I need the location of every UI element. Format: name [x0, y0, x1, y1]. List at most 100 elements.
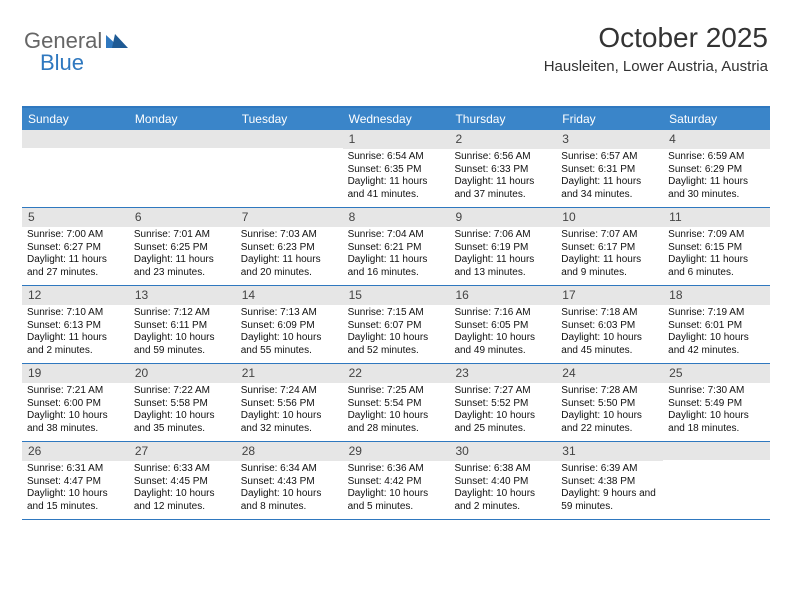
day-body — [663, 460, 770, 516]
daylight-text: Daylight: 10 hours and 25 minutes. — [454, 410, 551, 435]
day-body: Sunrise: 7:10 AMSunset: 6:13 PMDaylight:… — [22, 305, 129, 363]
day-number: 1 — [343, 130, 450, 149]
day-body: Sunrise: 6:34 AMSunset: 4:43 PMDaylight:… — [236, 461, 343, 519]
sunrise-text: Sunrise: 6:33 AM — [134, 463, 231, 476]
dayname-mon: Monday — [129, 108, 236, 130]
day-cell: 31Sunrise: 6:39 AMSunset: 4:38 PMDayligh… — [556, 442, 663, 519]
sunset-text: Sunset: 6:33 PM — [454, 164, 551, 177]
sunrise-text: Sunrise: 7:10 AM — [27, 307, 124, 320]
day-cell: 30 Sunrise: 6:38 AMSunset: 4:40 PMDayligh… — [449, 442, 556, 519]
day-cell: 6Sunrise: 7:01 AMSunset: 6:25 PMDaylight… — [129, 208, 236, 285]
day-number: 18 — [663, 286, 770, 305]
day-cell: 28Sunrise: 6:34 AMSunset: 4:43 PMDayligh… — [236, 442, 343, 519]
day-number — [663, 442, 770, 460]
day-number: 10 — [556, 208, 663, 227]
location: Hausleiten, Lower Austria, Austria — [544, 58, 768, 75]
sunrise-text: Sunrise: 7:16 AM — [454, 307, 551, 320]
dayname-tue: Tuesday — [236, 108, 343, 130]
sunrise-text: Sunrise: 7:07 AM — [561, 229, 658, 242]
day-body: Sunrise: 7:28 AMSunset: 5:50 PMDaylight:… — [556, 383, 663, 441]
day-number: 27 — [129, 442, 236, 461]
day-number: 22 — [343, 364, 450, 383]
day-cell: 2Sunrise: 6:56 AMSunset: 6:33 PMDaylight… — [449, 130, 556, 207]
sunset-text: Sunset: 6:25 PM — [134, 242, 231, 255]
day-body: Sunrise: 7:18 AMSunset: 6:03 PMDaylight:… — [556, 305, 663, 363]
day-number: 4 — [663, 130, 770, 149]
day-cell: 16Sunrise: 7:16 AMSunset: 6:05 PMDayligh… — [449, 286, 556, 363]
daylight-text: Daylight: 11 hours and 16 minutes. — [348, 254, 445, 279]
day-cell: 20Sunrise: 7:22 AMSunset: 5:58 PMDayligh… — [129, 364, 236, 441]
day-cell — [236, 130, 343, 207]
day-body: Sunrise: 6:54 AMSunset: 6:35 PMDaylight:… — [343, 149, 450, 207]
daylight-text: Daylight: 10 hours and 59 minutes. — [134, 332, 231, 357]
dayname-thu: Thursday — [449, 108, 556, 130]
day-cell: 1Sunrise: 6:54 AMSunset: 6:35 PMDaylight… — [343, 130, 450, 207]
day-number: 15 — [343, 286, 450, 305]
sunrise-text: Sunrise: 6:38 AM — [454, 463, 551, 476]
day-cell: 8Sunrise: 7:04 AMSunset: 6:21 PMDaylight… — [343, 208, 450, 285]
sunrise-text: Sunrise: 7:12 AM — [134, 307, 231, 320]
dayname-row: Sunday Monday Tuesday Wednesday Thursday… — [22, 108, 770, 130]
sunset-text: Sunset: 6:19 PM — [454, 242, 551, 255]
sunset-text: Sunset: 4:43 PM — [241, 476, 338, 489]
day-cell: 5Sunrise: 7:00 AMSunset: 6:27 PMDaylight… — [22, 208, 129, 285]
dayname-wed: Wednesday — [343, 108, 450, 130]
day-cell: 18Sunrise: 7:19 AMSunset: 6:01 PMDayligh… — [663, 286, 770, 363]
day-cell: 29Sunrise: 6:36 AMSunset: 4:42 PMDayligh… — [343, 442, 450, 519]
day-body: Sunrise: 6:39 AMSunset: 4:38 PMDaylight:… — [556, 461, 663, 519]
sunset-text: Sunset: 4:47 PM — [27, 476, 124, 489]
dayname-sun: Sunday — [22, 108, 129, 130]
day-cell: 9Sunrise: 7:06 AMSunset: 6:19 PMDaylight… — [449, 208, 556, 285]
day-number: 19 — [22, 364, 129, 383]
day-number: 9 — [449, 208, 556, 227]
day-cell: 25Sunrise: 7:30 AMSunset: 5:49 PMDayligh… — [663, 364, 770, 441]
day-cell: 11Sunrise: 7:09 AMSunset: 6:15 PMDayligh… — [663, 208, 770, 285]
sunrise-text: Sunrise: 6:34 AM — [241, 463, 338, 476]
day-body: Sunrise: 7:15 AMSunset: 6:07 PMDaylight:… — [343, 305, 450, 363]
day-cell: 26Sunrise: 6:31 AMSunset: 4:47 PMDayligh… — [22, 442, 129, 519]
day-number: 25 — [663, 364, 770, 383]
sunset-text: Sunset: 5:52 PM — [454, 398, 551, 411]
title-block: October 2025 Hausleiten, Lower Austria, … — [544, 22, 768, 75]
daylight-text: Daylight: 10 hours and 5 minutes. — [348, 488, 445, 513]
sunrise-text: Sunrise: 7:01 AM — [134, 229, 231, 242]
day-cell: 19Sunrise: 7:21 AMSunset: 6:00 PMDayligh… — [22, 364, 129, 441]
daylight-text: Daylight: 10 hours and 49 minutes. — [454, 332, 551, 357]
daylight-text: Daylight: 11 hours and 6 minutes. — [668, 254, 765, 279]
day-body: Sunrise: 6:59 AMSunset: 6:29 PMDaylight:… — [663, 149, 770, 207]
sunrise-text: Sunrise: 7:15 AM — [348, 307, 445, 320]
day-number: 20 — [129, 364, 236, 383]
dayname-fri: Friday — [556, 108, 663, 130]
day-number — [22, 130, 129, 148]
day-body: Sunrise: 7:27 AMSunset: 5:52 PMDaylight:… — [449, 383, 556, 441]
sunrise-text: Sunrise: 7:13 AM — [241, 307, 338, 320]
day-body — [236, 148, 343, 204]
day-number: 30 — [449, 442, 556, 461]
daylight-text: Daylight: 10 hours and 52 minutes. — [348, 332, 445, 357]
sunset-text: Sunset: 6:23 PM — [241, 242, 338, 255]
day-number: 11 — [663, 208, 770, 227]
day-cell: 12Sunrise: 7:10 AMSunset: 6:13 PMDayligh… — [22, 286, 129, 363]
day-body: Sunrise: 7:06 AMSunset: 6:19 PMDaylight:… — [449, 227, 556, 285]
day-body: Sunrise: 7:16 AMSunset: 6:05 PMDaylight:… — [449, 305, 556, 363]
day-body: Sunrise: 7:19 AMSunset: 6:01 PMDaylight:… — [663, 305, 770, 363]
daylight-text: Daylight: 10 hours and 2 minutes. — [454, 488, 551, 513]
day-cell: 10Sunrise: 7:07 AMSunset: 6:17 PMDayligh… — [556, 208, 663, 285]
sunrise-text: Sunrise: 7:18 AM — [561, 307, 658, 320]
sunset-text: Sunset: 4:40 PM — [454, 476, 551, 489]
sunset-text: Sunset: 4:42 PM — [348, 476, 445, 489]
sunrise-text: Sunrise: 7:24 AM — [241, 385, 338, 398]
daylight-text: Daylight: 11 hours and 2 minutes. — [27, 332, 124, 357]
day-number: 28 — [236, 442, 343, 461]
daylight-text: Daylight: 10 hours and 28 minutes. — [348, 410, 445, 435]
day-body: Sunrise: 7:03 AMSunset: 6:23 PMDaylight:… — [236, 227, 343, 285]
sunrise-text: Sunrise: 7:27 AM — [454, 385, 551, 398]
sunset-text: Sunset: 5:56 PM — [241, 398, 338, 411]
sunset-text: Sunset: 6:17 PM — [561, 242, 658, 255]
sunrise-text: Sunrise: 7:00 AM — [27, 229, 124, 242]
sunrise-text: Sunrise: 7:04 AM — [348, 229, 445, 242]
day-cell — [22, 130, 129, 207]
sunset-text: Sunset: 6:15 PM — [668, 242, 765, 255]
logo-text-2: Blue — [40, 50, 84, 76]
calendar: Sunday Monday Tuesday Wednesday Thursday… — [22, 106, 770, 520]
